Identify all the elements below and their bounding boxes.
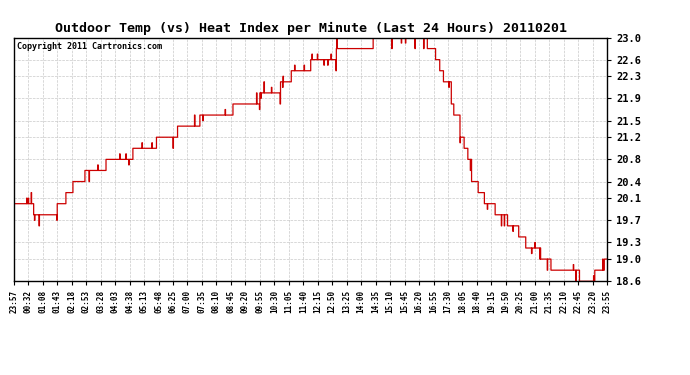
Title: Outdoor Temp (vs) Heat Index per Minute (Last 24 Hours) 20110201: Outdoor Temp (vs) Heat Index per Minute … — [55, 22, 566, 35]
Text: Copyright 2011 Cartronics.com: Copyright 2011 Cartronics.com — [17, 42, 161, 51]
